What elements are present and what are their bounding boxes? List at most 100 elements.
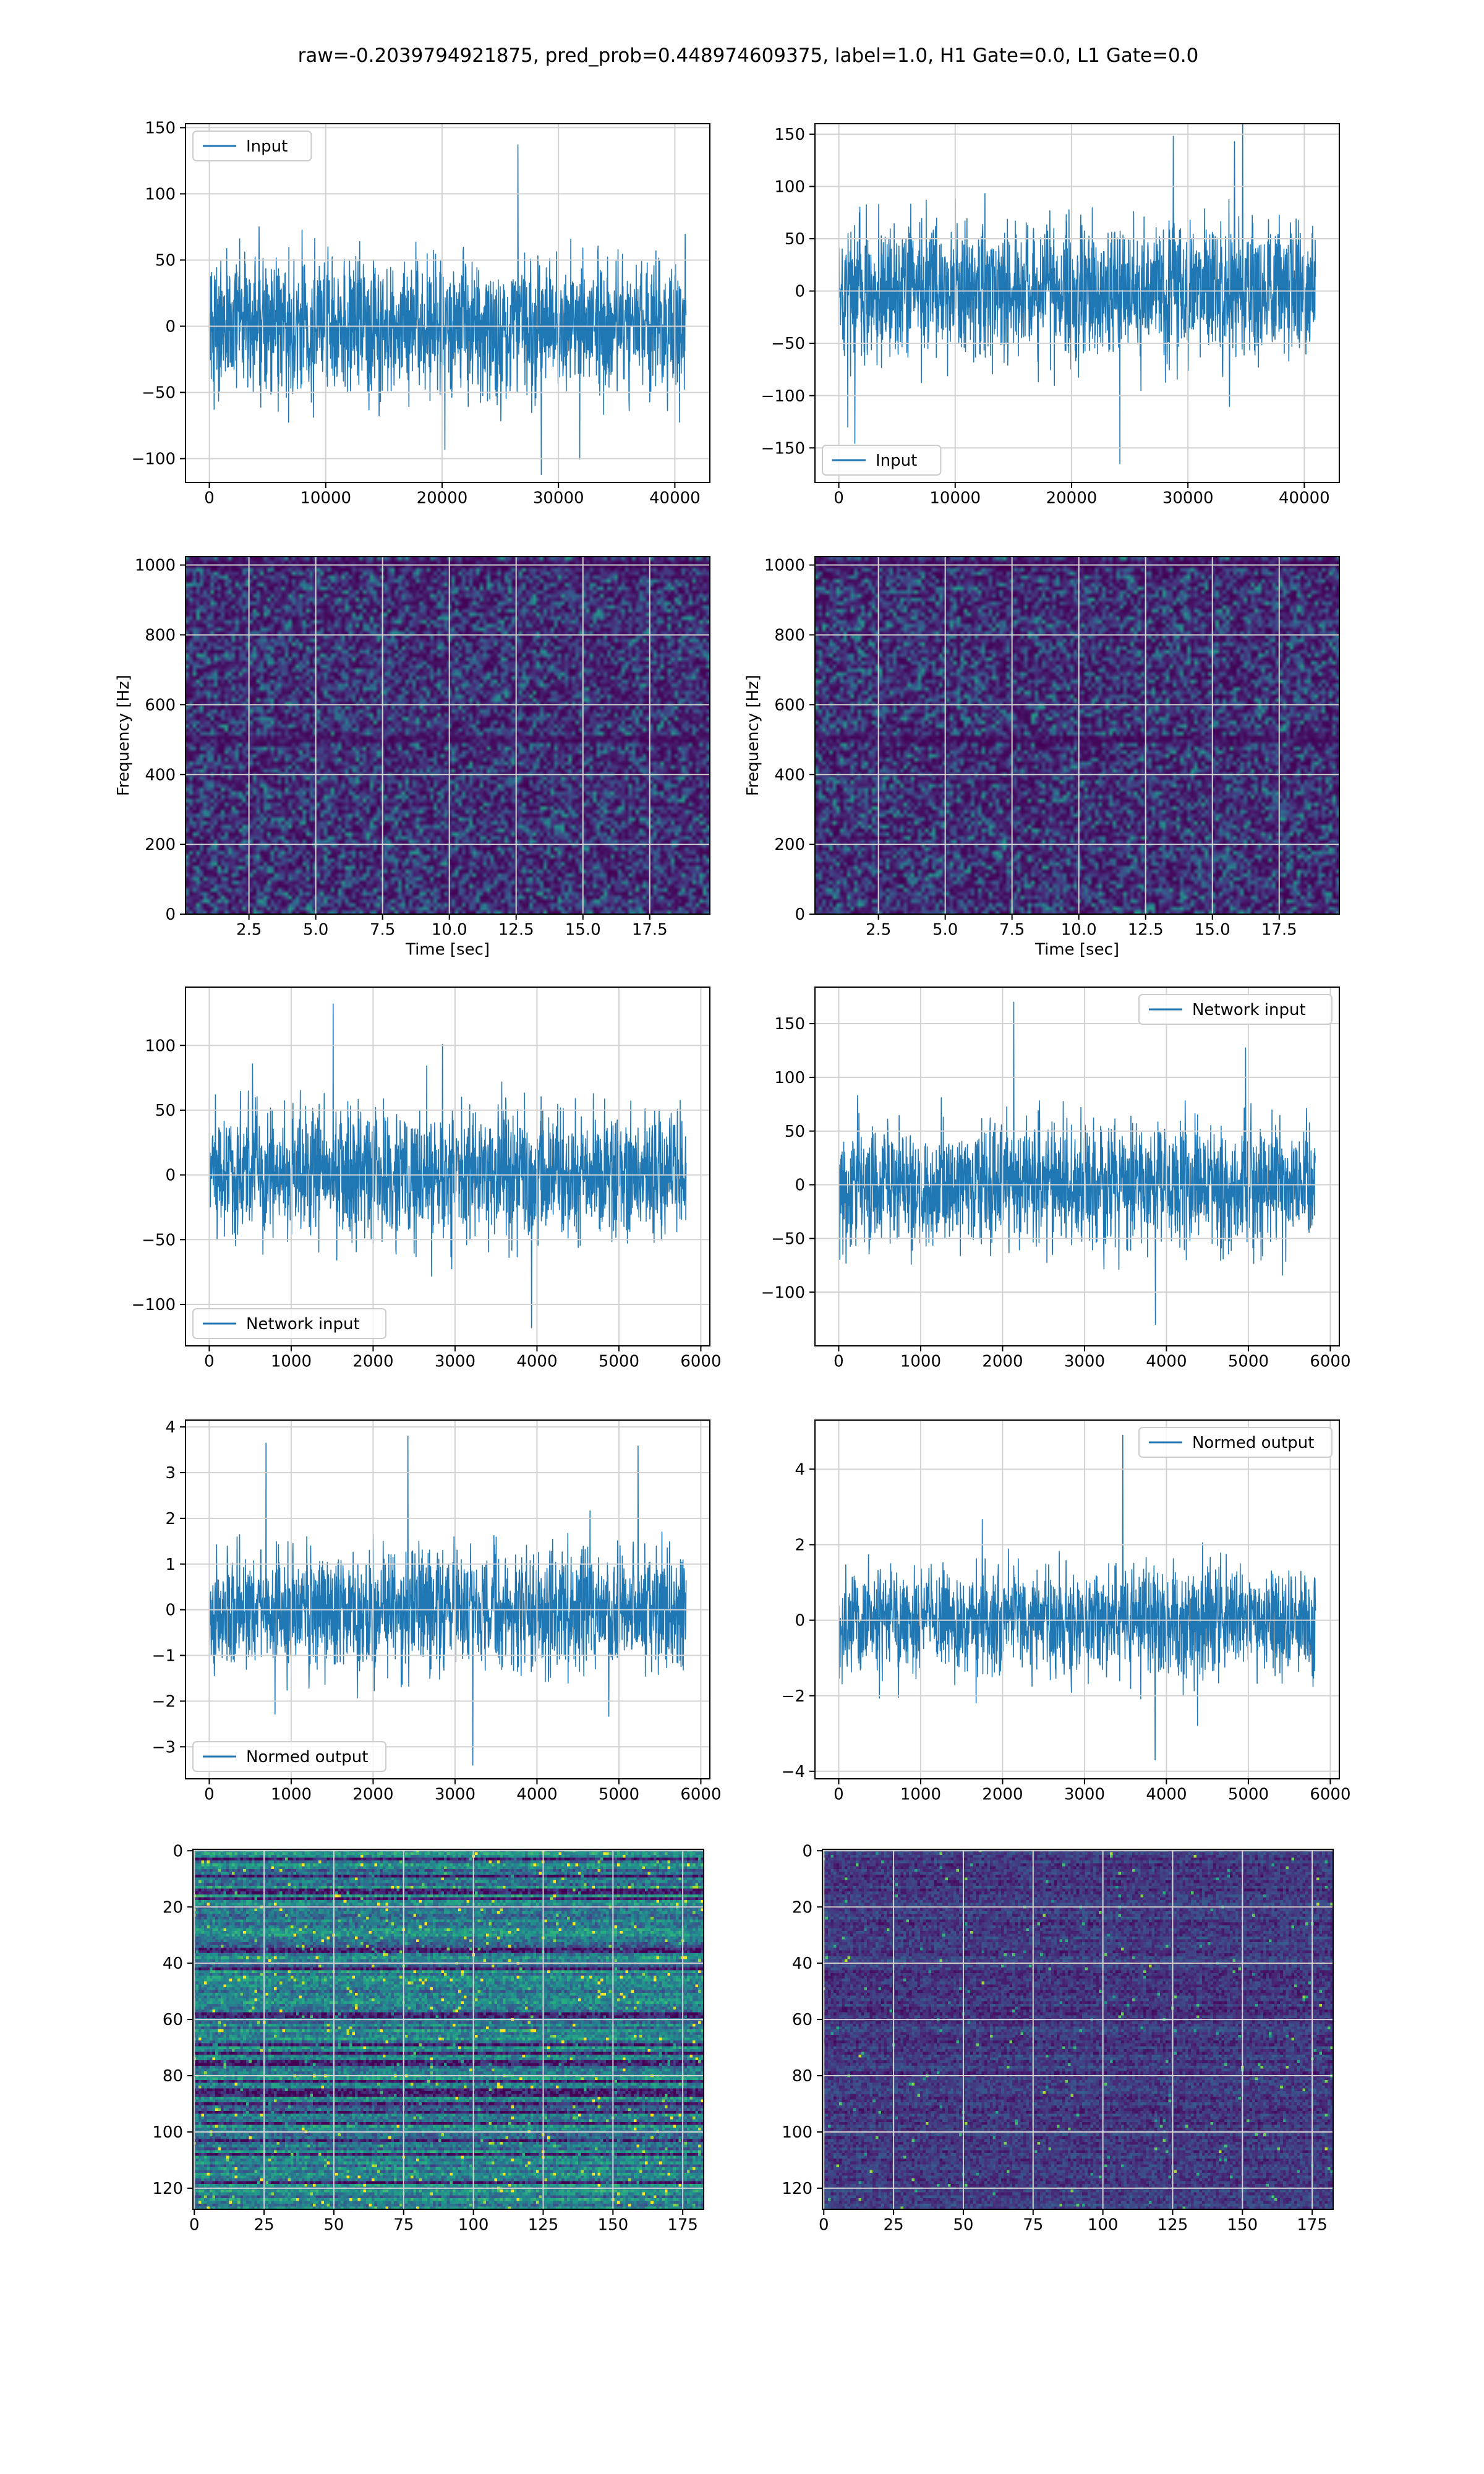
x-tick-label: 0 (204, 1353, 215, 1371)
x-tick-label: 0 (834, 1353, 844, 1371)
series-line (838, 124, 1316, 464)
x-tick-label: 3000 (1064, 1786, 1105, 1804)
y-tick-label: −1 (152, 1647, 176, 1666)
x-tick-label: 100 (458, 2216, 489, 2235)
x-tick-label: 150 (1227, 2216, 1258, 2235)
subplot-p10: 0 25 50 75 100 125 150 175 0 20 40 60 80 100 120 (782, 1842, 1334, 2235)
y-tick-label: 80 (163, 2067, 183, 2086)
legend: Normed output (192, 1741, 387, 1772)
y-tick-label: 50 (155, 252, 176, 270)
x-tick-label: 10000 (300, 489, 351, 508)
axes-frame (822, 1849, 1334, 2210)
axes-frame (814, 123, 1340, 483)
y-tick-label: 150 (145, 119, 176, 138)
x-tick-label: 2000 (352, 1353, 393, 1371)
legend: Input (822, 445, 942, 476)
x-tick-label: 12.5 (1128, 921, 1164, 940)
x-tick-label: 7.5 (999, 921, 1025, 940)
y-tick-label: 100 (774, 178, 805, 197)
y-tick-label: −100 (132, 450, 176, 469)
y-tick-label: 40 (163, 1954, 183, 1973)
y-tick-label: −4 (782, 1763, 805, 1781)
y-tick-label: 100 (152, 2123, 183, 2142)
y-tick-label: 60 (163, 2011, 183, 2029)
x-tick-label: 1000 (900, 1786, 941, 1804)
y-tick-label: 80 (792, 2067, 812, 2086)
legend-box (192, 1741, 387, 1772)
y-tick-label: 100 (145, 1037, 176, 1055)
subplot-p9: 0 25 50 75 100 125 150 175 0 20 40 60 80 100 120 (152, 1842, 704, 2235)
y-tick-label: 40 (792, 1954, 812, 1973)
subplot-p8: 0 1000 2000 3000 4000 5000 6000 −4 −2 0 2 4 Normed o… (782, 1419, 1351, 1804)
subplot-p1: 0 10000 20000 30000 40000 −100 −50 0 50 100 150 Inp… (132, 119, 710, 508)
y-tick-label: 1000 (135, 557, 176, 575)
legend: Network input (1138, 994, 1333, 1025)
x-tick-label: 125 (528, 2216, 559, 2235)
x-tick-label: 5000 (1228, 1786, 1269, 1804)
legend-label: Network input (1192, 1001, 1306, 1019)
y-tick-label: 0 (165, 1601, 176, 1620)
y-tick-label: 1 (165, 1556, 176, 1574)
subplot-p3: 2.5 5.0 7.5 10.0 12.5 15.0 17.5 0 200 400 600 800 10… (114, 556, 710, 959)
x-tick-label: 3000 (1064, 1353, 1105, 1371)
legend: Input (192, 131, 312, 161)
x-axis-label: Time [sec] (405, 941, 490, 959)
y-tick-label: 0 (165, 318, 176, 336)
x-tick-label: 175 (667, 2216, 698, 2235)
subplot-p7: 0 1000 2000 3000 4000 5000 6000 −3 −2 −1 0 1 2 3 4 Norm… (152, 1418, 722, 1804)
legend-box (192, 131, 312, 161)
x-tick-label: 5.0 (303, 921, 328, 940)
x-tick-label: 125 (1158, 2216, 1188, 2235)
y-tick-label: −100 (761, 387, 805, 406)
x-tick-label: 10.0 (1061, 921, 1097, 940)
x-tick-label: 75 (1023, 2216, 1043, 2235)
y-tick-label: 100 (145, 186, 176, 204)
legend-box (822, 445, 942, 476)
legend-label: Normed output (246, 1748, 368, 1766)
x-tick-label: 2000 (982, 1786, 1023, 1804)
x-tick-label: 5000 (599, 1786, 639, 1804)
y-tick-label: 0 (795, 1612, 805, 1630)
x-tick-label: 0 (204, 489, 215, 508)
y-tick-label: 0 (165, 905, 176, 924)
spectrogram-image (186, 557, 710, 914)
x-tick-label: 2.5 (866, 921, 891, 940)
x-tick-label: 10000 (929, 489, 981, 508)
legend-label: Normed output (1192, 1434, 1314, 1452)
y-tick-label: 800 (774, 627, 805, 645)
y-tick-label: 0 (795, 283, 805, 301)
y-tick-label: 400 (774, 766, 805, 784)
y-tick-label: 800 (145, 627, 176, 645)
x-tick-label: 5.0 (932, 921, 958, 940)
y-tick-label: 150 (774, 126, 805, 144)
y-axis-label: Frequency [Hz] (114, 675, 133, 796)
y-tick-label: 2 (795, 1536, 805, 1555)
series-line (208, 1003, 687, 1329)
y-tick-label: 400 (145, 766, 176, 784)
x-tick-label: 10.0 (432, 921, 467, 940)
subplot-p5: 0 1000 2000 3000 4000 5000 6000 −100 −50 0 50 100 Ne… (132, 987, 722, 1371)
y-tick-label: 100 (782, 2123, 812, 2142)
y-tick-label: 200 (145, 836, 176, 854)
series-line (838, 1434, 1316, 1761)
y-tick-label: −50 (771, 1230, 805, 1248)
x-tick-label: 175 (1297, 2216, 1328, 2235)
spectrogram-image (815, 557, 1339, 914)
axes-frame (192, 1849, 704, 2210)
x-tick-label: 0 (204, 1786, 215, 1804)
y-tick-label: 600 (774, 696, 805, 714)
x-tick-label: 15.0 (1195, 921, 1230, 940)
x-tick-label: 1000 (271, 1353, 312, 1371)
x-tick-label: 1000 (900, 1353, 941, 1371)
x-tick-label: 30000 (533, 489, 584, 508)
matrix-image (822, 1849, 1333, 2209)
legend: Normed output (1138, 1427, 1333, 1458)
legend-box (192, 1308, 387, 1339)
x-tick-label: 20000 (1046, 489, 1098, 508)
axes-frame (814, 1419, 1340, 1779)
y-tick-label: −2 (152, 1692, 176, 1711)
y-tick-label: 0 (173, 1842, 183, 1860)
x-tick-label: 1000 (271, 1786, 312, 1804)
x-tick-label: 7.5 (370, 921, 395, 940)
